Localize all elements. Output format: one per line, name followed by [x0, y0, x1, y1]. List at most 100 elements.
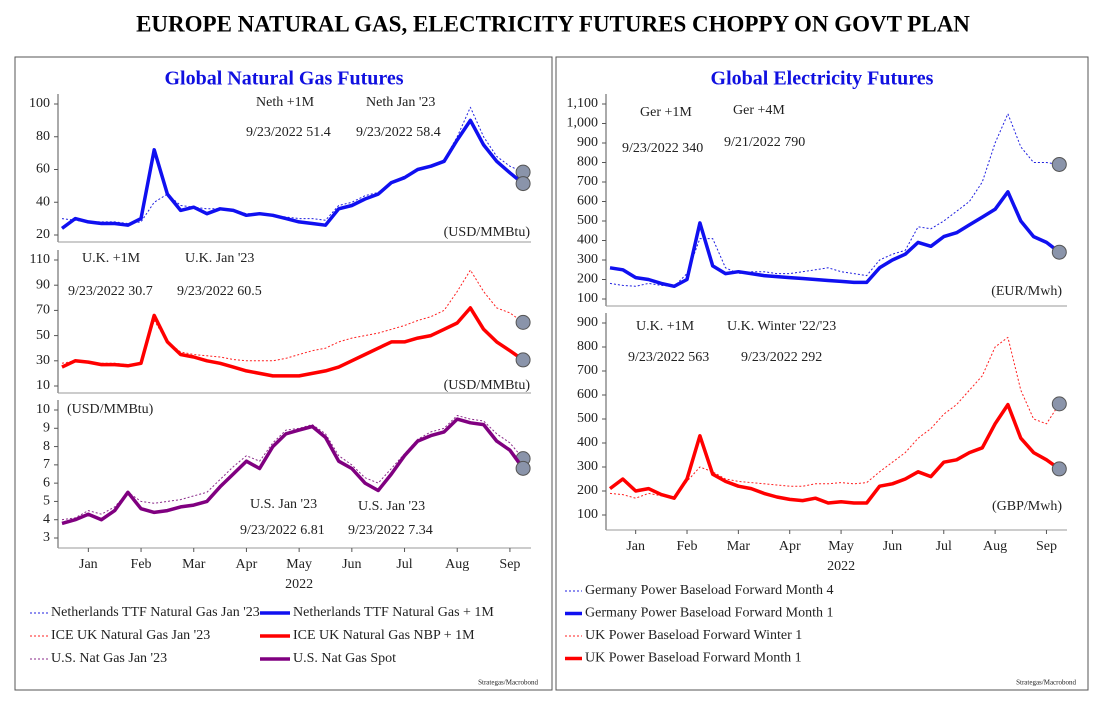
annotation: 9/23/2022 30.7	[68, 284, 153, 299]
x-tick-label: Jul	[396, 557, 412, 572]
y-tick-label: 110	[30, 252, 50, 267]
unit-label: (GBP/Mwh)	[992, 499, 1062, 514]
y-tick-label: 4	[43, 512, 50, 527]
x-axis-label: 2022	[827, 559, 855, 574]
y-tick-label: 10	[36, 402, 50, 417]
y-tick-label: 900	[577, 135, 598, 150]
legend-label: U.S. Nat Gas Jan '23	[51, 651, 167, 666]
y-tick-label: 40	[36, 194, 50, 209]
x-axis-label: 2022	[285, 577, 313, 592]
x-tick-label: Jul	[936, 539, 952, 554]
legend-label: UK Power Baseload Forward Month 1	[585, 651, 802, 666]
annotation: 9/23/2022 60.5	[177, 284, 262, 299]
y-tick-label: 200	[577, 272, 598, 287]
end-marker	[1051, 244, 1067, 260]
x-tick-label: Aug	[445, 557, 469, 572]
y-tick-label: 7	[43, 457, 50, 472]
x-tick-label: Feb	[677, 539, 698, 554]
x-tick-label: Aug	[983, 539, 1007, 554]
panel-title: Global Natural Gas Futures	[164, 68, 403, 90]
y-tick-label: 100	[577, 291, 598, 306]
y-tick-label: 700	[577, 363, 598, 378]
annotation: U.K. Jan '23	[185, 251, 254, 266]
y-tick-label: 500	[577, 411, 598, 426]
end-marker	[515, 460, 531, 476]
legend-label: Germany Power Baseload Forward Month 4	[585, 583, 833, 598]
y-tick-label: 8	[43, 439, 50, 454]
legend-label: Germany Power Baseload Forward Month 1	[585, 606, 833, 621]
y-tick-label: 50	[36, 328, 50, 343]
unit-label: (USD/MMBtu)	[444, 225, 531, 240]
x-tick-label: Sep	[1036, 539, 1057, 554]
annotation: Neth +1M	[256, 95, 315, 110]
series-line	[61, 417, 525, 526]
x-tick-label: Jun	[342, 557, 361, 572]
annotation: U.S. Jan '23	[250, 497, 317, 512]
y-tick-label: 20	[36, 227, 50, 242]
y-tick-label: 10	[36, 378, 50, 393]
y-tick-label: 6	[43, 475, 50, 490]
annotation: 9/23/2022 340	[622, 141, 703, 156]
y-tick-label: 3	[43, 530, 50, 545]
y-tick-label: 100	[29, 96, 50, 111]
y-tick-label: 400	[577, 233, 598, 248]
y-tick-label: 200	[577, 483, 598, 498]
y-tick-label: 800	[577, 155, 598, 170]
right-frame	[555, 56, 1089, 691]
end-marker	[1051, 461, 1067, 477]
end-marker	[1051, 396, 1067, 412]
series-line	[608, 402, 1061, 505]
y-tick-label: 600	[577, 387, 598, 402]
y-tick-label: 500	[577, 213, 598, 228]
y-tick-label: 800	[577, 339, 598, 354]
series-line	[61, 306, 525, 378]
y-tick-label: 5	[43, 494, 50, 509]
left-frame	[14, 56, 553, 691]
x-tick-label: Sep	[499, 557, 520, 572]
legend-label: Netherlands TTF Natural Gas Jan '23	[51, 605, 260, 620]
legend-label: UK Power Baseload Forward Winter 1	[585, 628, 802, 643]
annotation: U.K. +1M	[636, 319, 695, 334]
y-tick-label: 80	[36, 129, 50, 144]
y-tick-label: 30	[36, 353, 50, 368]
y-tick-label: 300	[577, 252, 598, 267]
y-tick-label: 900	[577, 315, 598, 330]
annotation: Neth Jan '23	[366, 95, 435, 110]
x-tick-label: Apr	[236, 557, 258, 572]
series-line	[60, 118, 525, 230]
y-tick-label: 1,000	[567, 116, 599, 131]
x-tick-label: Jun	[883, 539, 902, 554]
annotation: Ger +4M	[733, 103, 785, 118]
annotation: U.K. Winter '22/'23	[727, 319, 836, 334]
y-tick-label: 100	[577, 507, 598, 522]
x-tick-label: May	[286, 557, 312, 572]
x-tick-label: May	[828, 539, 854, 554]
end-marker	[515, 352, 531, 368]
end-marker	[515, 176, 531, 192]
annotation: 9/23/2022 563	[628, 350, 709, 365]
annotation: Ger +1M	[640, 105, 692, 120]
source: Strategas/Macrobond	[478, 679, 538, 687]
y-tick-label: 1,100	[567, 96, 599, 111]
legend-label: ICE UK Natural Gas Jan '23	[51, 628, 210, 643]
unit-label: (USD/MMBtu)	[444, 378, 531, 393]
page-title: EUROPE NATURAL GAS, ELECTRICITY FUTURES …	[136, 11, 970, 36]
y-tick-label: 60	[36, 162, 50, 177]
unit-label: (EUR/Mwh)	[991, 284, 1062, 299]
panel-title: Global Electricity Futures	[711, 68, 934, 90]
series-line	[609, 190, 1061, 289]
annotation: U.K. +1M	[82, 251, 141, 266]
annotation: 9/23/2022 292	[741, 350, 822, 365]
legend-label: Netherlands TTF Natural Gas + 1M	[293, 605, 494, 620]
end-marker	[515, 314, 531, 330]
series-line	[61, 106, 524, 224]
y-tick-label: 400	[577, 435, 598, 450]
y-tick-label: 90	[36, 277, 50, 292]
annotation: 9/23/2022 51.4	[246, 125, 331, 140]
annotation: 9/21/2022 790	[724, 135, 805, 150]
y-tick-label: 700	[577, 174, 598, 189]
x-tick-label: Jan	[79, 557, 98, 572]
x-tick-label: Jan	[626, 539, 645, 554]
legend-label: ICE UK Natural Gas NBP + 1M	[293, 628, 475, 643]
